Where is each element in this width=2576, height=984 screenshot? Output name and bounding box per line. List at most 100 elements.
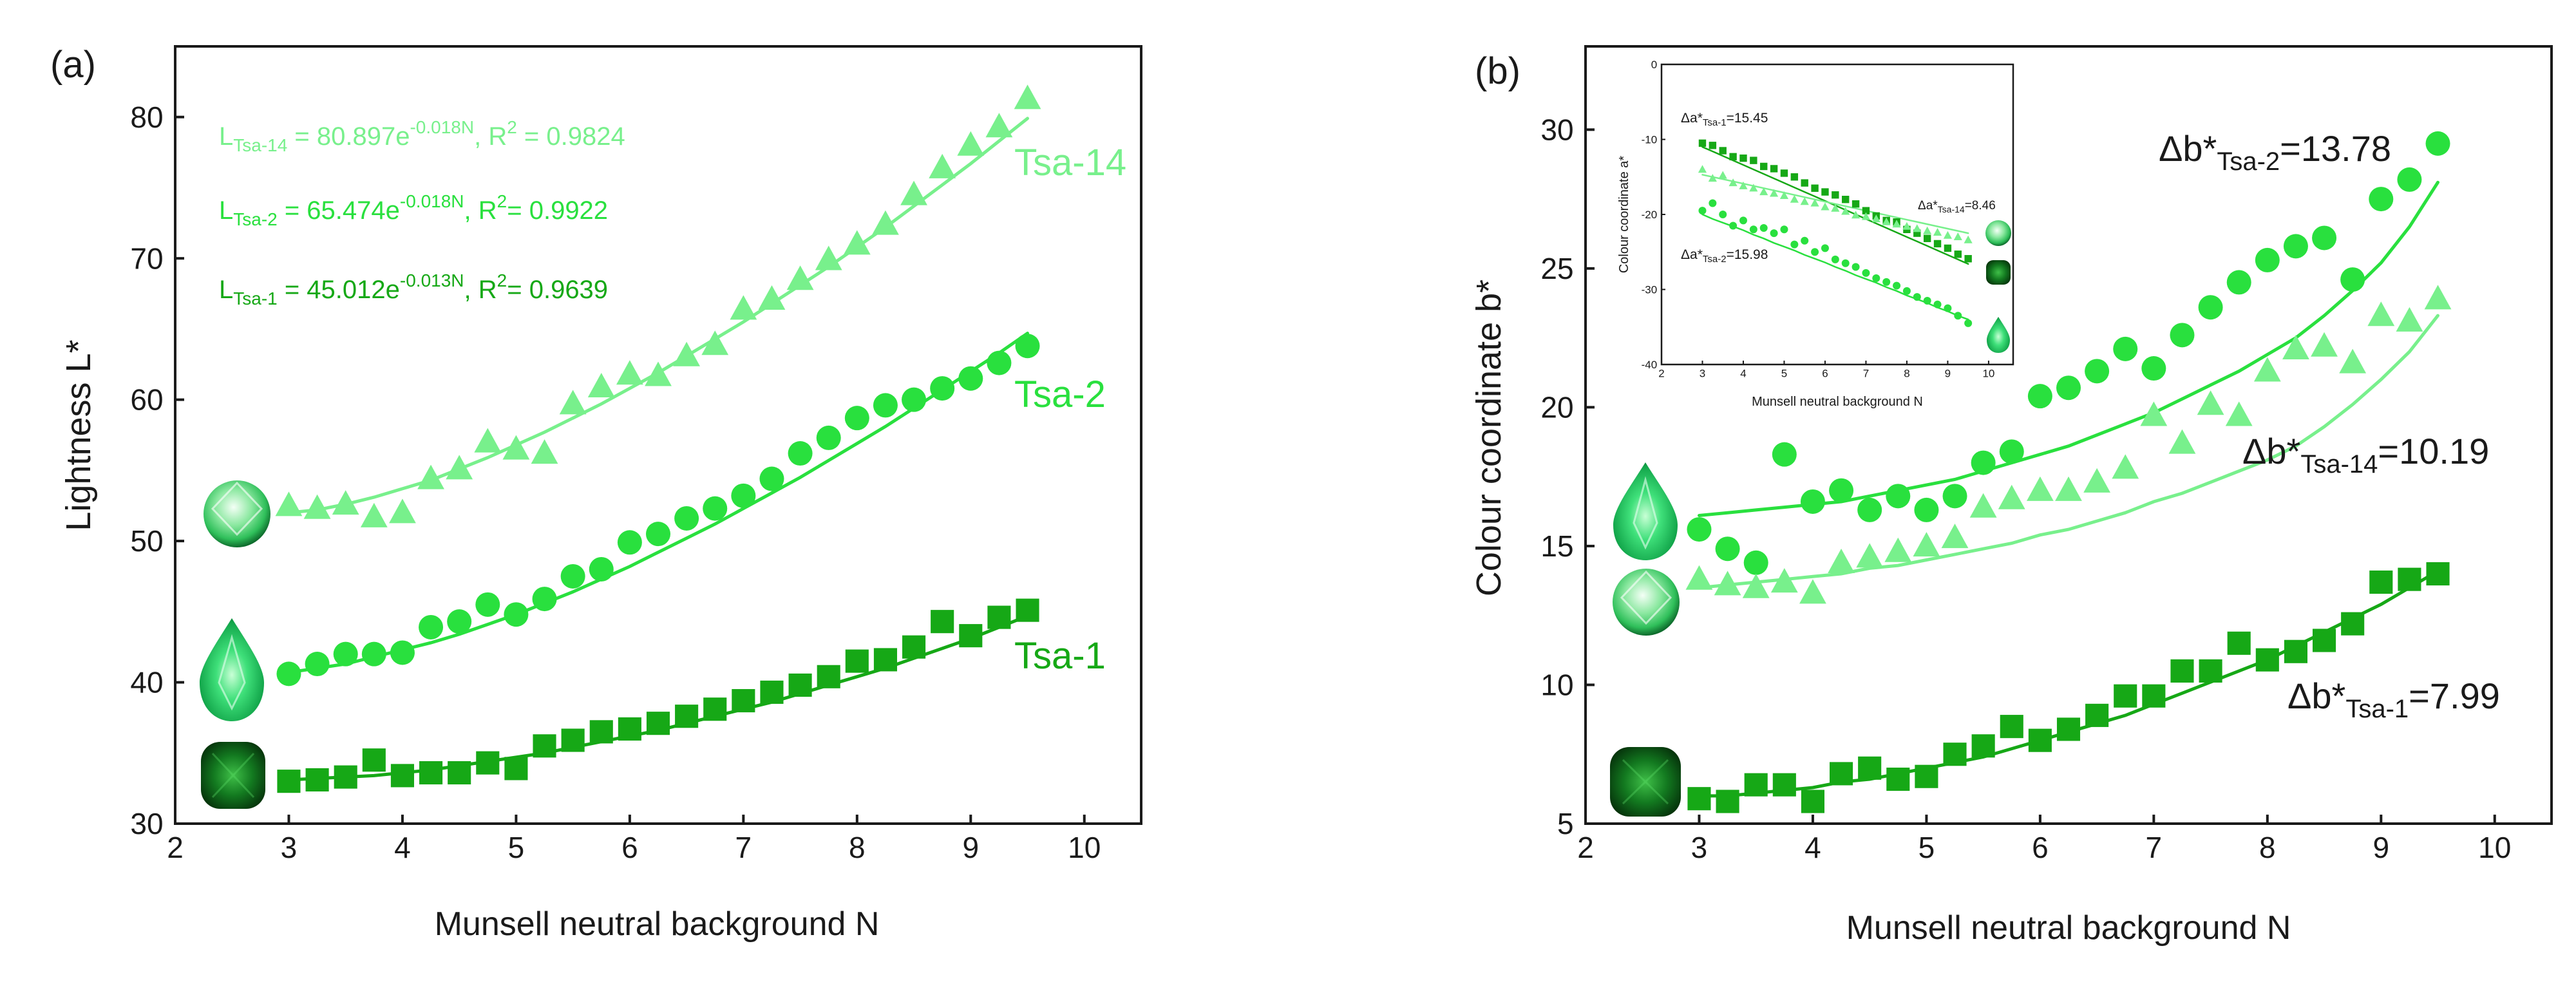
data-point-tsa-2 xyxy=(1857,497,1882,522)
data-point-tsa-1 xyxy=(476,751,500,775)
delta-a-tsa-1: Δa*Tsa-1=15.45 xyxy=(1681,111,1768,128)
data-point-tsa-2 xyxy=(1954,312,1962,320)
panel-a-x-tick-label: 10 xyxy=(1068,831,1101,864)
data-point-tsa-1 xyxy=(817,665,840,688)
inset-y-tick-label: 0 xyxy=(1651,59,1657,71)
data-point-tsa-14 xyxy=(1943,231,1953,239)
label-tsa-1: Tsa-1 xyxy=(1014,635,1106,677)
data-point-tsa-14 xyxy=(985,113,1013,138)
inset-y-tick-label: -30 xyxy=(1642,283,1658,296)
data-point-tsa-14 xyxy=(2339,348,2367,374)
data-point-tsa-2 xyxy=(2340,267,2365,292)
data-point-tsa-2 xyxy=(1759,223,1768,232)
data-point-tsa-1 xyxy=(1858,756,1882,780)
data-point-tsa-2 xyxy=(1841,259,1850,267)
data-point-tsa-14 xyxy=(1856,543,1884,568)
cushion-faceted-gem-icon xyxy=(201,742,265,809)
pear-faceted-gem-icon xyxy=(1987,317,2010,353)
data-point-tsa-2 xyxy=(1719,211,1727,218)
data-point-tsa-2 xyxy=(1829,478,1854,503)
data-point-tsa-2 xyxy=(1715,536,1740,562)
panel-a-data-points xyxy=(275,84,1041,793)
inset-y-tick-label: -10 xyxy=(1642,133,1658,146)
data-point-tsa-1 xyxy=(1821,188,1829,196)
data-point-tsa-2 xyxy=(1801,236,1809,245)
data-point-tsa-14 xyxy=(1892,220,1901,228)
data-point-tsa-1 xyxy=(2398,567,2421,591)
data-point-tsa-1 xyxy=(561,728,585,752)
data-point-tsa-2 xyxy=(2425,131,2450,156)
data-point-tsa-2 xyxy=(333,641,358,667)
panel-a-label: (a) xyxy=(50,44,96,86)
panel-a-plot-frame xyxy=(174,45,1142,825)
data-point-tsa-1 xyxy=(1698,139,1707,147)
data-point-tsa-14 xyxy=(446,455,473,480)
data-point-tsa-1 xyxy=(1964,255,1972,263)
data-point-tsa-14 xyxy=(843,230,871,255)
data-point-tsa-14 xyxy=(303,494,331,519)
panel-a-x-tick-label: 7 xyxy=(735,831,752,864)
data-point-tsa-1 xyxy=(2114,684,2137,708)
data-point-tsa-2 xyxy=(2027,384,2052,409)
inset-x-tick-label: 9 xyxy=(1945,368,1951,380)
data-point-tsa-14 xyxy=(1882,217,1891,225)
data-point-tsa-2 xyxy=(1923,296,1931,305)
data-point-tsa-14 xyxy=(645,361,672,386)
panel-a-x-tick-label: 9 xyxy=(962,831,979,864)
data-point-tsa-2 xyxy=(2283,234,2308,259)
data-point-tsa-14 xyxy=(1708,174,1717,182)
equation-tsa-14: LTsa-14 = 80.897e-0.018N, R2 = 0.9824 xyxy=(219,117,625,155)
data-point-tsa-1 xyxy=(2426,562,2450,586)
panel-a-x-axis-title: Munsell neutral background N xyxy=(435,905,880,943)
data-point-tsa-14 xyxy=(275,491,303,516)
data-point-tsa-1 xyxy=(1729,153,1737,160)
data-point-tsa-14 xyxy=(2396,307,2423,332)
data-point-tsa-14 xyxy=(1998,484,2025,509)
data-point-tsa-2 xyxy=(1933,300,1942,308)
data-point-tsa-2 xyxy=(2312,225,2337,251)
panel-b-x-tick-label: 10 xyxy=(2478,831,2511,864)
data-point-tsa-1 xyxy=(1772,773,1796,797)
data-point-tsa-14 xyxy=(2225,401,2253,426)
data-point-tsa-1 xyxy=(1830,762,1853,786)
data-point-tsa-1 xyxy=(2142,684,2166,708)
data-point-tsa-2 xyxy=(2397,167,2422,192)
inset-y-axis-title: Colour coordinate a* xyxy=(1617,156,1631,274)
data-point-tsa-2 xyxy=(2369,187,2394,212)
data-point-tsa-2 xyxy=(305,652,330,677)
panel-a-x-tick-label: 3 xyxy=(281,831,298,864)
data-point-tsa-14 xyxy=(2112,454,2139,479)
panel-b-y-tick-label: 5 xyxy=(1557,807,1574,840)
panel-b-x-tick-label: 6 xyxy=(2032,831,2049,864)
data-point-tsa-14 xyxy=(2168,429,2196,454)
data-point-tsa-1 xyxy=(902,635,926,659)
data-point-tsa-1 xyxy=(732,689,755,713)
data-point-tsa-1 xyxy=(589,720,613,744)
panel-b-x-tick-label: 8 xyxy=(2259,831,2276,864)
data-point-tsa-14 xyxy=(1828,548,1855,573)
data-point-tsa-2 xyxy=(1872,274,1880,283)
data-point-tsa-14 xyxy=(1770,568,1798,593)
panel-a-x-tick-label: 5 xyxy=(508,831,525,864)
data-point-tsa-14 xyxy=(2026,476,2054,501)
data-point-tsa-2 xyxy=(1852,263,1860,271)
panel-a-x-tick-label: 2 xyxy=(167,831,184,864)
delta-b-tsa-1: Δb*Tsa-1=7.99 xyxy=(2287,676,2500,723)
data-point-tsa-2 xyxy=(2198,295,2223,320)
panel-b-x-tick-label: 3 xyxy=(1691,831,1708,864)
data-point-tsa-1 xyxy=(2085,703,2109,727)
data-point-tsa-1 xyxy=(1971,734,1995,758)
data-point-tsa-1 xyxy=(1739,154,1747,162)
data-point-tsa-2 xyxy=(361,641,386,667)
panel-a-y-axis-title: Lightness L* xyxy=(59,339,98,531)
data-point-tsa-2 xyxy=(1739,216,1747,225)
data-point-tsa-14 xyxy=(1685,565,1713,590)
label-tsa-14: Tsa-14 xyxy=(1014,142,1126,184)
panel-b-y-axis-title: Colour coordinate b* xyxy=(1470,279,1508,596)
cushion-faceted-gem-icon xyxy=(1986,260,2011,285)
panel-b-data-points xyxy=(1685,131,2452,813)
data-point-tsa-1 xyxy=(1790,173,1799,181)
data-point-tsa-2 xyxy=(1780,225,1788,234)
data-point-tsa-1 xyxy=(788,673,812,697)
